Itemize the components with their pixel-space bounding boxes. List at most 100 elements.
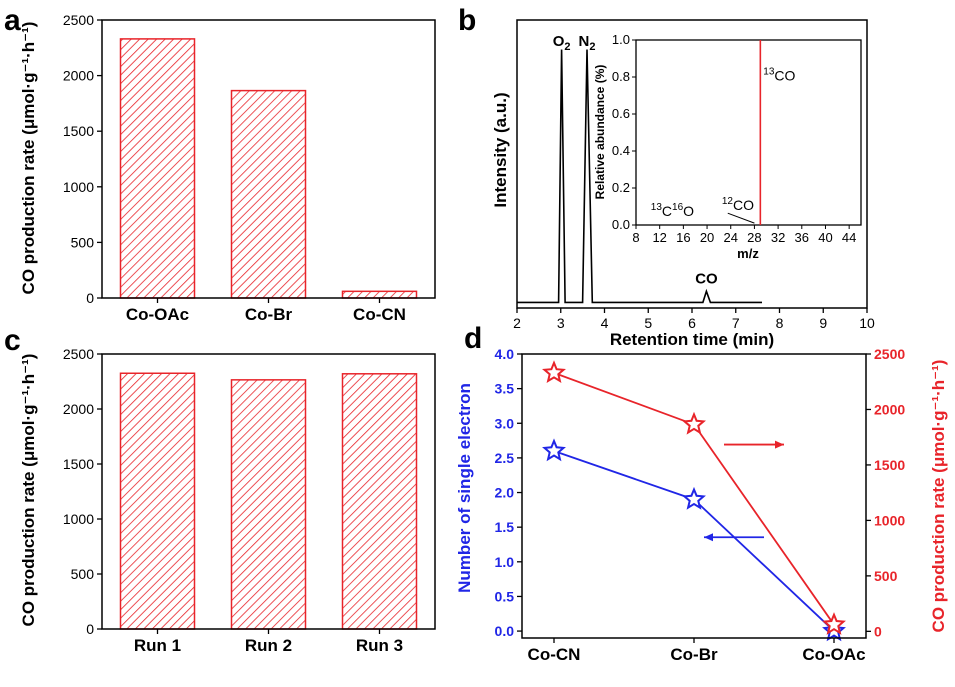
panel-d-frame xyxy=(521,353,867,639)
panel-d-ylabel-left: Number of single electron xyxy=(455,383,474,593)
inset-ytick-label: 1.0 xyxy=(612,32,630,47)
peak-label: O2 xyxy=(553,33,571,53)
ytick-left-label: 0.5 xyxy=(495,588,515,604)
panel-a-yticks: 0 500 1000 1500 2000 2500 xyxy=(63,12,102,306)
inset-xlabel: m/z xyxy=(737,246,759,261)
category-label: Run 2 xyxy=(245,636,292,655)
panel-letter-d: d xyxy=(464,322,482,355)
inset-xtick-label: 40 xyxy=(818,230,832,245)
bar xyxy=(341,290,418,299)
category-label: Run 1 xyxy=(134,636,181,655)
ytick-right-label: 1500 xyxy=(874,457,905,473)
panel-a-ylabel: CO production rate (μmol·g⁻¹·h⁻¹) xyxy=(19,22,38,295)
panel-b-trace xyxy=(517,49,762,304)
category-label: Co-Br xyxy=(670,645,718,664)
annotation-sup: 13 xyxy=(651,202,663,213)
inset-ticks: 8 12 16 20 24 28 32 36 40 44 0.0 0.2 0.4 0.6 0.8 1.0 xyxy=(612,32,856,245)
ytick-left-label: 3.0 xyxy=(495,415,515,431)
category-label: Co-CN xyxy=(528,645,581,664)
xtick-label: 7 xyxy=(732,315,740,331)
xtick-label: 4 xyxy=(601,315,609,331)
peak-label-main: N xyxy=(579,33,590,50)
annotation-sup: 12 xyxy=(722,196,734,207)
ytick-label: 1000 xyxy=(63,179,94,195)
panel-a-categories: Co-OAc Co-Br Co-CN xyxy=(126,298,406,324)
panel-d-categories: Co-CN Co-Br Co-OAc xyxy=(528,638,866,664)
panel-c-frame xyxy=(101,353,436,630)
ytick-left-label: 1.5 xyxy=(495,519,515,535)
peak-label-sub: 2 xyxy=(589,41,595,53)
peak-label: N2 xyxy=(579,33,596,53)
ytick-left-label: 0.0 xyxy=(495,623,515,639)
xtick-label: 3 xyxy=(557,315,565,331)
panel-a-bars xyxy=(119,38,418,299)
ytick-label: 2000 xyxy=(63,401,94,417)
inset-ytick-label: 0.4 xyxy=(612,143,630,158)
ytick-label: 0 xyxy=(86,621,94,637)
ytick-right-label: 2000 xyxy=(874,401,905,417)
inset-ylabel: Relative abundance (%) xyxy=(593,65,607,200)
annotation-text: CO xyxy=(774,68,795,84)
inset-annotation: 13C16O xyxy=(651,202,694,219)
annotation-text: C xyxy=(662,203,672,219)
annotation-text: CO xyxy=(733,197,754,213)
bar xyxy=(230,379,307,630)
peak-label-sub: 2 xyxy=(564,41,570,53)
ytick-left-label: 2.0 xyxy=(495,485,515,501)
inset-xtick-label: 44 xyxy=(842,230,856,245)
peak-label: CO xyxy=(695,270,718,287)
inset-xtick-label: 32 xyxy=(771,230,785,245)
ytick-label: 0 xyxy=(86,290,94,306)
panel-a: a CO production rate (μmol·g⁻¹·h⁻¹) 0 500… xyxy=(4,4,436,324)
inset-xtick-label: 20 xyxy=(700,230,714,245)
peak-label-main: O xyxy=(553,33,565,50)
xtick-label: 6 xyxy=(688,315,696,331)
panel-b-inset: 8 12 16 20 24 28 32 36 40 44 0.0 0.2 0.4 0.6 0.8 1.0 Re… xyxy=(593,32,862,261)
ytick-label: 1500 xyxy=(63,123,94,139)
category-label: Co-CN xyxy=(353,305,406,324)
panel-d-ylabel-right: CO production rate (μmol·g⁻¹·h⁻¹) xyxy=(929,360,948,633)
axis-arrow-head xyxy=(704,533,713,542)
ytick-label: 2500 xyxy=(63,346,94,362)
annotation-text: O xyxy=(683,203,694,219)
xtick-label: 8 xyxy=(776,315,784,331)
panel-b-xlabel: Retention time (min) xyxy=(610,330,774,349)
annotation-sup: 16 xyxy=(672,202,684,213)
bar xyxy=(230,89,307,299)
ytick-right-label: 2500 xyxy=(874,346,905,362)
category-label: Run 3 xyxy=(356,636,403,655)
series-point xyxy=(542,438,566,462)
ytick-label: 2500 xyxy=(63,12,94,28)
inset-xtick-label: 8 xyxy=(632,230,639,245)
panel-d: d Number of single electron CO productio… xyxy=(455,322,948,664)
category-label: Co-OAc xyxy=(802,645,865,664)
ytick-label: 500 xyxy=(71,566,95,582)
series-point xyxy=(682,486,706,510)
panel-letter-c: c xyxy=(4,324,21,357)
series-line xyxy=(553,450,835,632)
bar xyxy=(119,372,196,630)
panel-b-xticks: 2 3 4 5 6 7 8 9 10 xyxy=(513,308,875,331)
inset-ytick-label: 0.0 xyxy=(612,217,630,232)
inset-xtick-label: 12 xyxy=(652,230,666,245)
xtick-label: 2 xyxy=(513,315,521,331)
panel-c-categories: Run 1 Run 2 Run 3 xyxy=(134,629,403,655)
inset-annotation: 13CO xyxy=(763,67,795,84)
peak-label-main: CO xyxy=(695,270,718,287)
series-point xyxy=(542,360,566,383)
inset-ytick-label: 0.6 xyxy=(612,106,630,121)
panel-a-frame xyxy=(101,19,436,299)
panel-c-ylabel: CO production rate (μmol·g⁻¹·h⁻¹) xyxy=(19,354,38,627)
ytick-label: 1000 xyxy=(63,511,94,527)
xtick-label: 9 xyxy=(819,315,827,331)
panel-c-bars xyxy=(119,372,418,630)
inset-pointer xyxy=(727,212,755,224)
inset-xtick-label: 28 xyxy=(747,230,761,245)
axis-arrow-head xyxy=(775,440,784,449)
inset-xtick-label: 24 xyxy=(724,230,738,245)
panel-b-frame xyxy=(516,19,868,309)
ytick-left-label: 2.5 xyxy=(495,450,515,466)
